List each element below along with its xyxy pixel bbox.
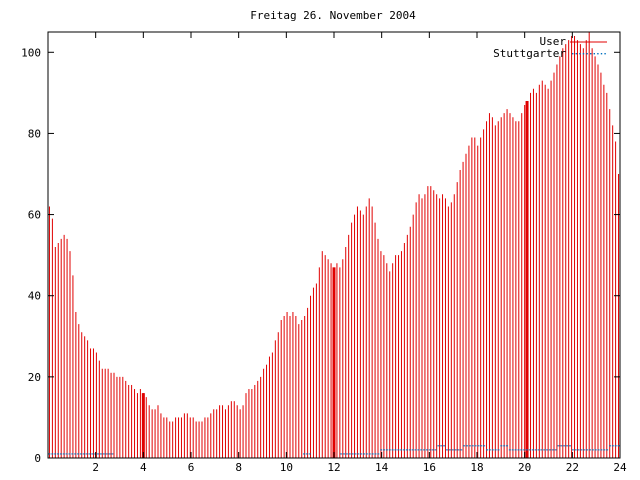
- y-tick-label: 0: [34, 452, 41, 465]
- legend-point: [582, 53, 585, 55]
- x-axis: 2 4 6 8 10 12 14 16 18 20 22 24: [92, 32, 627, 474]
- legend-point: [593, 53, 595, 55]
- x-tick-label: 14: [375, 461, 389, 474]
- y-tick-label: 60: [28, 209, 41, 222]
- x-tick-label: 8: [235, 461, 242, 474]
- legend-swatch-stuttgarter: [572, 53, 606, 55]
- x-tick-label: 4: [140, 461, 147, 474]
- x-tick-label: 18: [470, 461, 483, 474]
- legend-point: [604, 53, 606, 55]
- legend-point: [575, 53, 577, 55]
- y-axis: 0 20 40 60 80 100: [21, 46, 620, 465]
- x-tick-label: 2: [92, 461, 99, 474]
- legend-point: [586, 53, 588, 55]
- x-tick-label: 10: [280, 461, 293, 474]
- x-tick-label: 24: [613, 461, 627, 474]
- legend-label-user: User: [540, 35, 567, 48]
- x-tick-label: 16: [423, 461, 436, 474]
- chart-title: Freitag 26. November 2004: [250, 9, 416, 22]
- legend-label-stuttgarter: Stuttgarter: [493, 47, 566, 60]
- legend-point: [572, 53, 574, 55]
- legend-point: [579, 53, 581, 55]
- x-tick-label: 12: [327, 461, 340, 474]
- x-tick-label: 22: [566, 461, 579, 474]
- legend-point: [597, 53, 599, 55]
- x-tick-label: 6: [188, 461, 195, 474]
- y-tick-label: 100: [21, 46, 41, 59]
- y-tick-label: 40: [28, 290, 41, 303]
- points-layer: [48, 445, 620, 455]
- legend: User Stuttgarter: [493, 35, 607, 60]
- legend-point: [590, 53, 592, 55]
- x-tick-label: 20: [518, 461, 531, 474]
- y-tick-label: 80: [28, 127, 41, 140]
- y-tick-label: 20: [28, 371, 41, 384]
- legend-point: [600, 53, 603, 55]
- bars-layer: [48, 32, 620, 458]
